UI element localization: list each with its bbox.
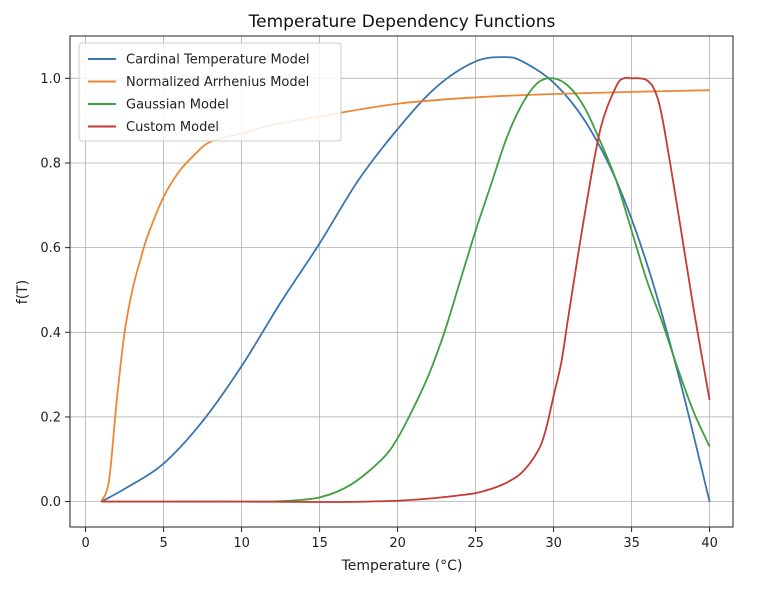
series-line-gaussian-model [101,77,711,503]
legend: Cardinal Temperature Model Normalized Arr… [78,42,342,142]
x-tick-label: 15 [311,536,328,551]
y-tick-label: 0.8 [40,156,61,171]
x-tick-label: 0 [81,536,89,551]
series-line-normalized-arrhenius-model [100,89,710,502]
y-tick-label: 0.6 [40,241,61,256]
x-tick-label: 40 [701,536,718,551]
y-tick-label: 0.0 [40,495,61,510]
series-line-custom-model [101,76,711,503]
x-tick-label: 10 [233,536,250,551]
series-line-cardinal-temperature-model [100,56,711,503]
x-tick-label: 35 [623,536,640,551]
legend-label: Cardinal Temperature Model [126,53,310,68]
legend-label: Gaussian Model [126,98,229,113]
x-tick-label: 30 [545,536,562,551]
chart-title: Temperature Dependency Functions [248,12,556,32]
y-tick-label: 0.4 [40,326,61,341]
legend-label: Normalized Arrhenius Model [126,75,309,90]
x-tick-label: 25 [467,536,484,551]
y-tick-label: 1.0 [40,72,61,87]
y-tick-label: 0.2 [40,410,61,425]
ticks: 0 5 10 15 20 25 30 35 40 0.0 0.2 0.4 0.6 0.8 1.0 [40,72,718,551]
y-axis-label: f(T) [15,280,31,304]
plot-frame [69,35,734,528]
x-tick-label: 5 [159,536,167,551]
legend-label: Custom Model [126,120,219,135]
legend-box [78,42,342,142]
series-group [100,56,711,503]
x-tick-label: 20 [389,536,406,551]
x-axis-label: Temperature (°C) [341,558,463,574]
